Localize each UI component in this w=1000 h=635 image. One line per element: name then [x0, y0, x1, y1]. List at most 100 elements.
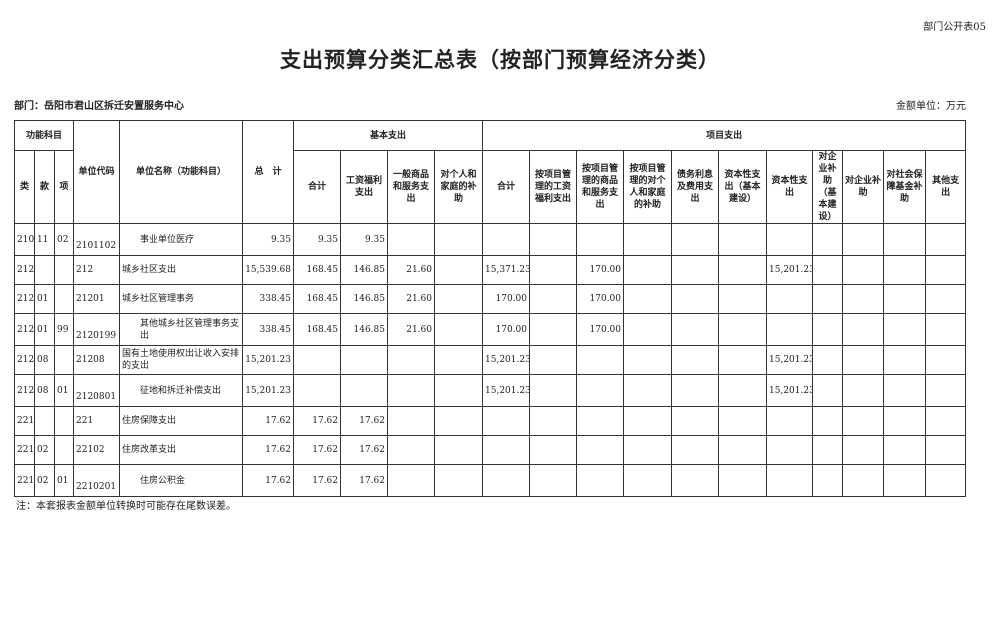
- amount-cell: [925, 255, 967, 285]
- subject-code-cell: 212: [14, 345, 35, 375]
- table-row: 212 08 21208 国有土地使用权出让收入安排的支出 15,201.23 15,20…: [14, 345, 967, 375]
- subject-code-cell: 99: [54, 313, 74, 346]
- subject-code-cell: 212: [14, 284, 35, 314]
- amount-cell: 170.00: [576, 255, 625, 285]
- table-row: 210 11 02 2101102 事业单位医疗 9.35 9.35 9.35: [14, 223, 967, 256]
- amount-cell: [529, 284, 578, 314]
- amount-cell: [529, 345, 578, 375]
- unit-name-cell: 住房公积金: [119, 464, 243, 497]
- amount-cell: [718, 313, 768, 346]
- amount-cell: [387, 345, 435, 375]
- amount-cell: [293, 345, 341, 375]
- subject-code-cell: 08: [34, 374, 55, 407]
- unit-name-cell: 国有土地使用权出让收入安排的支出: [119, 345, 243, 375]
- amount-cell: [576, 406, 625, 436]
- amount-cell: 17.62: [340, 435, 388, 465]
- amount-cell: 170.00: [576, 284, 625, 314]
- amount-cell: 170.00: [482, 313, 531, 346]
- amount-cell: 168.45: [293, 284, 341, 314]
- amount-cell: [529, 464, 578, 497]
- subject-code-cell: 210: [14, 223, 35, 256]
- amount-cell: [842, 406, 885, 436]
- amount-cell: [529, 406, 578, 436]
- table-row: 221 02 01 2210201 住房公积金 17.62 17.62 17.62: [14, 464, 967, 497]
- amount-cell: [623, 255, 673, 285]
- amount-cell: [482, 223, 531, 256]
- amount-cell: [433, 374, 484, 407]
- amount-cell: [387, 374, 435, 407]
- subject-code-cell: [54, 345, 74, 375]
- amount-cell: 15,201.23: [766, 345, 814, 375]
- header-project-col: 债务利息及费用支出: [671, 150, 720, 224]
- amount-cell: [925, 374, 967, 407]
- amount-cell: 15,201.23: [482, 374, 531, 407]
- amount-cell: [623, 345, 673, 375]
- amount-cell: 15,201.23: [482, 345, 531, 375]
- header-project-col: 对社会保障基金补助: [883, 150, 927, 224]
- header-project-col: 按项目管理的商品和服务支出: [576, 150, 625, 224]
- amount-cell: 17.62: [293, 406, 341, 436]
- header-project-col: 按项目管理的对个人和家庭的补助: [623, 150, 673, 224]
- amount-cell: 168.45: [293, 313, 341, 346]
- amount-cell: 21.60: [387, 255, 435, 285]
- unit-name-cell: 住房改革支出: [119, 435, 243, 465]
- amount-cell: [766, 223, 814, 256]
- amount-cell: [433, 435, 484, 465]
- amount-cell: 168.45: [293, 255, 341, 285]
- amount-cell: [812, 313, 844, 346]
- subject-code-cell: 08: [34, 345, 55, 375]
- header-kuan: 款: [34, 150, 55, 224]
- header-project: 项目支出: [482, 120, 967, 151]
- amount-cell: 15,201.23: [242, 345, 294, 375]
- amount-cell: [433, 313, 484, 346]
- unit-code-cell: 22102: [73, 435, 120, 465]
- amount-cell: [576, 435, 625, 465]
- amount-cell: [623, 406, 673, 436]
- header-basic-col: 对个人和家庭的补助: [433, 150, 484, 224]
- amount-cell: [842, 313, 885, 346]
- amount-cell: [883, 313, 927, 346]
- amount-cell: [842, 374, 885, 407]
- unit-code-cell: 21208: [73, 345, 120, 375]
- amount-cell: [718, 406, 768, 436]
- amount-cell: 15,201.23: [242, 374, 294, 407]
- amount-cell: [671, 345, 720, 375]
- subject-code-cell: 212: [14, 313, 35, 346]
- amount-cell: 9.35: [293, 223, 341, 256]
- amount-cell: [883, 435, 927, 465]
- amount-cell: [671, 406, 720, 436]
- subject-code-cell: 02: [54, 223, 74, 256]
- header-basic-col: 一般商品和服务支出: [387, 150, 435, 224]
- amount-cell: [925, 345, 967, 375]
- amount-cell: [925, 464, 967, 497]
- header-project-col: 资本性支出: [766, 150, 814, 224]
- amount-cell: [883, 284, 927, 314]
- amount-cell: 146.85: [340, 255, 388, 285]
- amount-cell: [812, 223, 844, 256]
- amount-cell: 17.62: [242, 464, 294, 497]
- amount-cell: [482, 406, 531, 436]
- amount-cell: 17.62: [340, 464, 388, 497]
- header-function-subject: 功能科目: [14, 120, 74, 151]
- amount-cell: [883, 374, 927, 407]
- amount-cell: 146.85: [340, 313, 388, 346]
- amount-cell: [671, 435, 720, 465]
- page-title: 支出预算分类汇总表（按部门预算经济分类）: [280, 48, 720, 72]
- amount-cell: [671, 223, 720, 256]
- amount-cell: [766, 406, 814, 436]
- amount-unit-label: 金额单位：万元: [896, 101, 966, 112]
- footnote: 注：本套报表金额单位转换时可能存在尾数误差。: [16, 501, 236, 512]
- amount-cell: [718, 284, 768, 314]
- amount-cell: [925, 284, 967, 314]
- header-project-col: 资本性支出（基本建设）: [718, 150, 768, 224]
- amount-cell: [671, 464, 720, 497]
- amount-cell: [925, 406, 967, 436]
- amount-cell: [812, 345, 844, 375]
- amount-cell: 15,539.68: [242, 255, 294, 285]
- amount-cell: 170.00: [482, 284, 531, 314]
- amount-cell: [812, 255, 844, 285]
- header-lei: 类: [14, 150, 35, 224]
- amount-cell: [576, 374, 625, 407]
- amount-cell: [387, 223, 435, 256]
- amount-cell: [340, 345, 388, 375]
